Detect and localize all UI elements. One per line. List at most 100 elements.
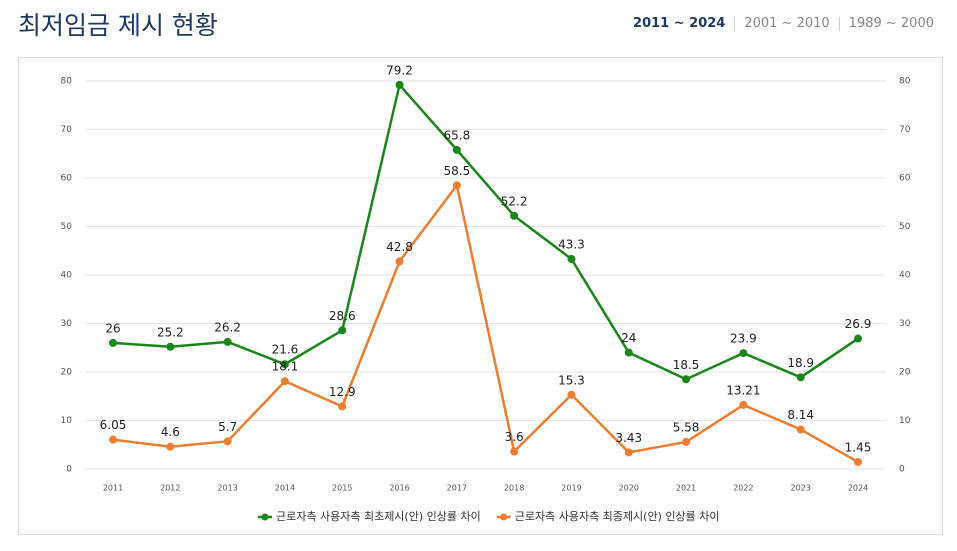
data-label: 12.9: [329, 385, 356, 399]
y2-tick-label: 70: [899, 125, 911, 135]
y-tick-label: 30: [61, 319, 73, 329]
x-tick-label: 2011: [103, 484, 123, 493]
y-tick-label: 70: [61, 125, 73, 135]
y-tick-label: 50: [61, 222, 73, 232]
data-label: 23.9: [730, 332, 757, 346]
data-point: [109, 435, 117, 444]
y2-tick-label: 50: [899, 222, 911, 232]
data-label: 58.5: [443, 164, 470, 178]
data-point: [682, 437, 691, 446]
data-label: 18.5: [673, 358, 700, 372]
data-point: [567, 390, 576, 399]
x-tick-label: 2012: [160, 484, 180, 493]
data-point: [567, 254, 576, 263]
y-tick-label: 40: [61, 271, 73, 281]
legend-marker: [500, 513, 508, 521]
tab[interactable]: 2001 ~ 2010: [734, 17, 838, 31]
legend-label: 근로자측 사용자측 최종제시(안) 인상률 차이: [515, 510, 720, 523]
data-point: [338, 326, 347, 335]
x-tick-label: 2019: [561, 484, 581, 493]
x-tick-label: 2015: [332, 484, 352, 493]
data-label: 28.6: [329, 309, 356, 323]
data-point: [395, 257, 404, 266]
data-label: 5.7: [218, 420, 237, 434]
legend-marker: [261, 513, 269, 521]
data-point: [854, 457, 862, 466]
data-label: 43.3: [558, 237, 585, 251]
data-label: 65.8: [443, 128, 470, 142]
y-tick-label: 10: [61, 416, 73, 426]
x-tick-label: 2020: [619, 484, 639, 493]
data-point: [338, 402, 347, 411]
chart-frame: [18, 57, 943, 535]
data-label: 24: [621, 331, 636, 345]
y2-tick-label: 10: [899, 416, 911, 426]
x-tick-label: 2021: [676, 484, 696, 493]
data-point: [854, 334, 862, 343]
data-label: 18.1: [272, 360, 299, 374]
data-point: [452, 181, 461, 190]
data-label: 6.05: [100, 418, 127, 432]
data-label: 18.9: [787, 356, 814, 370]
x-tick-label: 2023: [791, 484, 811, 493]
data-label: 42.8: [386, 240, 413, 254]
data-label: 1.45: [845, 440, 872, 454]
series-line: [112, 182, 859, 464]
x-tick-label: 2017: [447, 484, 467, 493]
data-point: [739, 349, 748, 358]
series-line: [112, 82, 859, 381]
data-label: 8.14: [787, 408, 814, 422]
y2-tick-label: 40: [899, 271, 911, 281]
y2-tick-label: 80: [899, 77, 911, 87]
page-title: 최저임금 제시 현황: [18, 11, 218, 40]
data-point: [510, 447, 519, 456]
x-tick-label: 2024: [848, 484, 868, 493]
legend-label: 근로자측 사용자측 최초제시(안) 인상률 차이: [276, 510, 481, 523]
data-label: 26.2: [214, 320, 241, 334]
data-point: [510, 211, 519, 220]
x-tick-label: 2018: [504, 484, 524, 493]
data-label: 26.9: [845, 317, 872, 331]
data-point: [280, 377, 289, 386]
data-label: 15.3: [558, 373, 585, 387]
data-point: [166, 342, 175, 351]
data-label: 4.6: [161, 425, 180, 439]
x-tick-label: 2016: [389, 484, 409, 493]
data-point: [624, 348, 633, 357]
y-tick-label: 80: [61, 77, 73, 87]
y-tick-label: 20: [61, 368, 73, 378]
tab[interactable]: 2011 ~ 2024: [633, 16, 726, 31]
y-tick-label: 60: [61, 174, 73, 184]
data-point: [223, 437, 232, 446]
data-label: 5.58: [673, 420, 700, 434]
data-point: [109, 338, 117, 347]
y2-tick-label: 20: [899, 368, 911, 378]
data-point: [223, 337, 232, 346]
data-label: 13.21: [726, 383, 760, 397]
data-point: [280, 360, 289, 369]
data-label: 25.2: [157, 325, 184, 339]
data-label: 79.2: [386, 63, 413, 77]
x-tick-label: 2014: [275, 484, 295, 493]
data-point: [682, 375, 691, 384]
data-label: 3.6: [505, 430, 524, 444]
data-label: 52.2: [501, 194, 528, 208]
y-tick-label: 0: [66, 465, 72, 475]
data-point: [166, 442, 175, 451]
data-point: [796, 425, 805, 434]
data-label: 26: [105, 321, 120, 335]
y2-tick-label: 0: [899, 465, 905, 475]
y2-tick-label: 30: [899, 319, 911, 329]
data-label: 3.43: [615, 431, 642, 445]
data-point: [796, 373, 805, 382]
tab[interactable]: 1989 ~ 2000: [838, 17, 943, 31]
data-point: [739, 400, 748, 409]
data-point: [624, 448, 633, 457]
data-point: [395, 80, 404, 89]
data-label: 21.6: [272, 343, 299, 357]
y2-tick-label: 60: [899, 174, 911, 184]
x-tick-label: 2013: [217, 484, 237, 493]
x-tick-label: 2022: [733, 484, 753, 493]
